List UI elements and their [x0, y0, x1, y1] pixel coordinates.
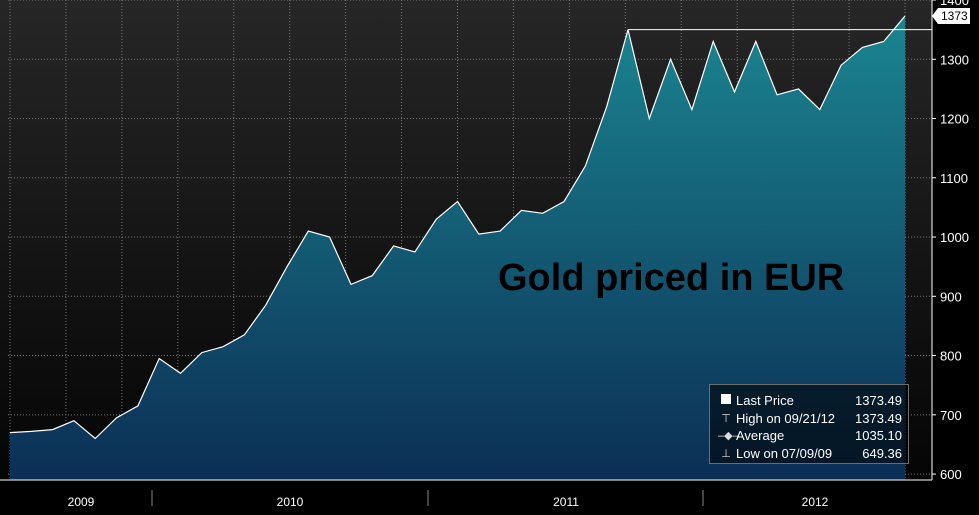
price-area: [10, 16, 905, 480]
y-tick-label: 900: [940, 289, 962, 304]
average-marker-icon: –◆–: [718, 430, 739, 443]
legend-item-low: ⊥ Low on 07/09/09 649.36: [718, 445, 902, 463]
legend-value: 649.36: [862, 445, 902, 461]
square-swatch-icon: [718, 394, 734, 407]
last-price-tag-shape: [932, 8, 970, 24]
axes: 600 700 800 900 1000 1100 1200 1300 1400 2009 2010…: [0, 0, 970, 509]
y-tick-label: 700: [940, 408, 962, 423]
legend-label: Low on 07/09/09: [736, 445, 833, 461]
legend-item-average: –◆– Average 1035.10: [718, 427, 902, 445]
legend-label: Average: [736, 428, 785, 444]
x-tick-label: 2012: [802, 495, 829, 509]
last-price-tag-label: 1373: [941, 9, 968, 23]
y-tick-label: 1300: [940, 52, 969, 67]
legend: Last Price 1373.49 ⊤ High on 09/21/12 13…: [709, 384, 909, 464]
legend-value: 1035.10: [855, 428, 902, 444]
high-marker-icon: ⊤: [721, 412, 731, 425]
y-tick-label: 600: [940, 467, 962, 482]
y-tick-label: 1400: [940, 0, 969, 8]
legend-item-high: ⊤ High on 09/21/12 1373.49: [718, 410, 902, 428]
legend-label: Last Price: [736, 393, 794, 409]
low-marker-icon: ⊥: [721, 447, 731, 460]
legend-item-last-price: Last Price 1373.49: [718, 392, 902, 410]
y-tick-label: 1000: [940, 230, 969, 245]
price-line: [9, 15, 906, 440]
series-layer: [9, 15, 932, 480]
legend-value: 1373.49: [855, 393, 902, 409]
last-price-tag: 1373: [932, 8, 970, 24]
chart-title: Gold priced in EUR: [498, 257, 844, 299]
y-tick-label: 1200: [940, 112, 969, 127]
legend-value: 1373.49: [855, 410, 902, 426]
x-tick-label: 2011: [553, 495, 579, 509]
x-tick-label: 2009: [68, 495, 95, 509]
y-tick-label: 1100: [940, 171, 968, 186]
y-tick-label: 800: [940, 349, 962, 364]
x-tick-label: 2010: [277, 495, 304, 509]
legend-label: High on 09/21/12: [736, 410, 836, 426]
